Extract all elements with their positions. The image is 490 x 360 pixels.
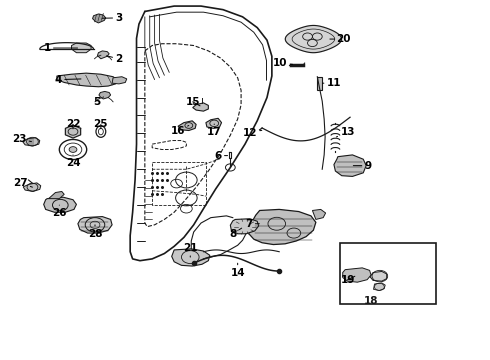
Polygon shape [72, 43, 91, 53]
Text: 22: 22 [66, 120, 80, 129]
Polygon shape [93, 14, 106, 23]
Polygon shape [44, 197, 76, 212]
Text: 8: 8 [229, 228, 242, 239]
Polygon shape [178, 121, 196, 131]
Text: 25: 25 [94, 120, 108, 129]
Polygon shape [249, 210, 316, 244]
Text: 11: 11 [322, 78, 341, 88]
Text: 1: 1 [44, 43, 77, 53]
Text: 28: 28 [88, 225, 102, 239]
Text: 24: 24 [66, 155, 80, 168]
Polygon shape [318, 77, 322, 90]
Text: 26: 26 [52, 205, 67, 218]
Polygon shape [49, 192, 64, 199]
Text: 21: 21 [183, 243, 197, 257]
Polygon shape [112, 77, 127, 84]
Text: 2: 2 [106, 54, 122, 64]
Polygon shape [65, 125, 81, 138]
Text: 3: 3 [102, 13, 122, 23]
Text: 17: 17 [207, 124, 221, 137]
Text: 18: 18 [364, 296, 378, 306]
Polygon shape [285, 26, 342, 53]
Polygon shape [23, 138, 40, 146]
Polygon shape [23, 183, 41, 192]
Text: 16: 16 [171, 126, 189, 136]
Polygon shape [99, 91, 111, 99]
Text: 5: 5 [93, 97, 103, 107]
Polygon shape [78, 217, 112, 233]
Polygon shape [313, 210, 326, 220]
Circle shape [69, 147, 77, 152]
Text: 14: 14 [230, 263, 245, 278]
Text: 13: 13 [336, 127, 355, 137]
Text: 27: 27 [13, 178, 32, 188]
Polygon shape [373, 283, 385, 291]
Bar [340, 243, 436, 304]
Polygon shape [193, 103, 208, 111]
Polygon shape [57, 73, 118, 87]
Text: 12: 12 [243, 128, 262, 138]
Polygon shape [98, 51, 109, 59]
Text: 20: 20 [330, 34, 351, 44]
Polygon shape [206, 118, 221, 129]
Text: 9: 9 [353, 161, 372, 171]
Text: 19: 19 [341, 275, 355, 285]
Polygon shape [370, 271, 387, 281]
Polygon shape [334, 155, 366, 176]
Text: 23: 23 [12, 134, 31, 144]
Text: 10: 10 [273, 58, 293, 68]
Polygon shape [343, 268, 371, 282]
Polygon shape [230, 219, 259, 234]
Text: 4: 4 [55, 75, 81, 85]
Polygon shape [172, 249, 210, 266]
Text: 7: 7 [245, 219, 259, 229]
Text: 6: 6 [215, 150, 227, 161]
Text: 15: 15 [186, 97, 200, 107]
